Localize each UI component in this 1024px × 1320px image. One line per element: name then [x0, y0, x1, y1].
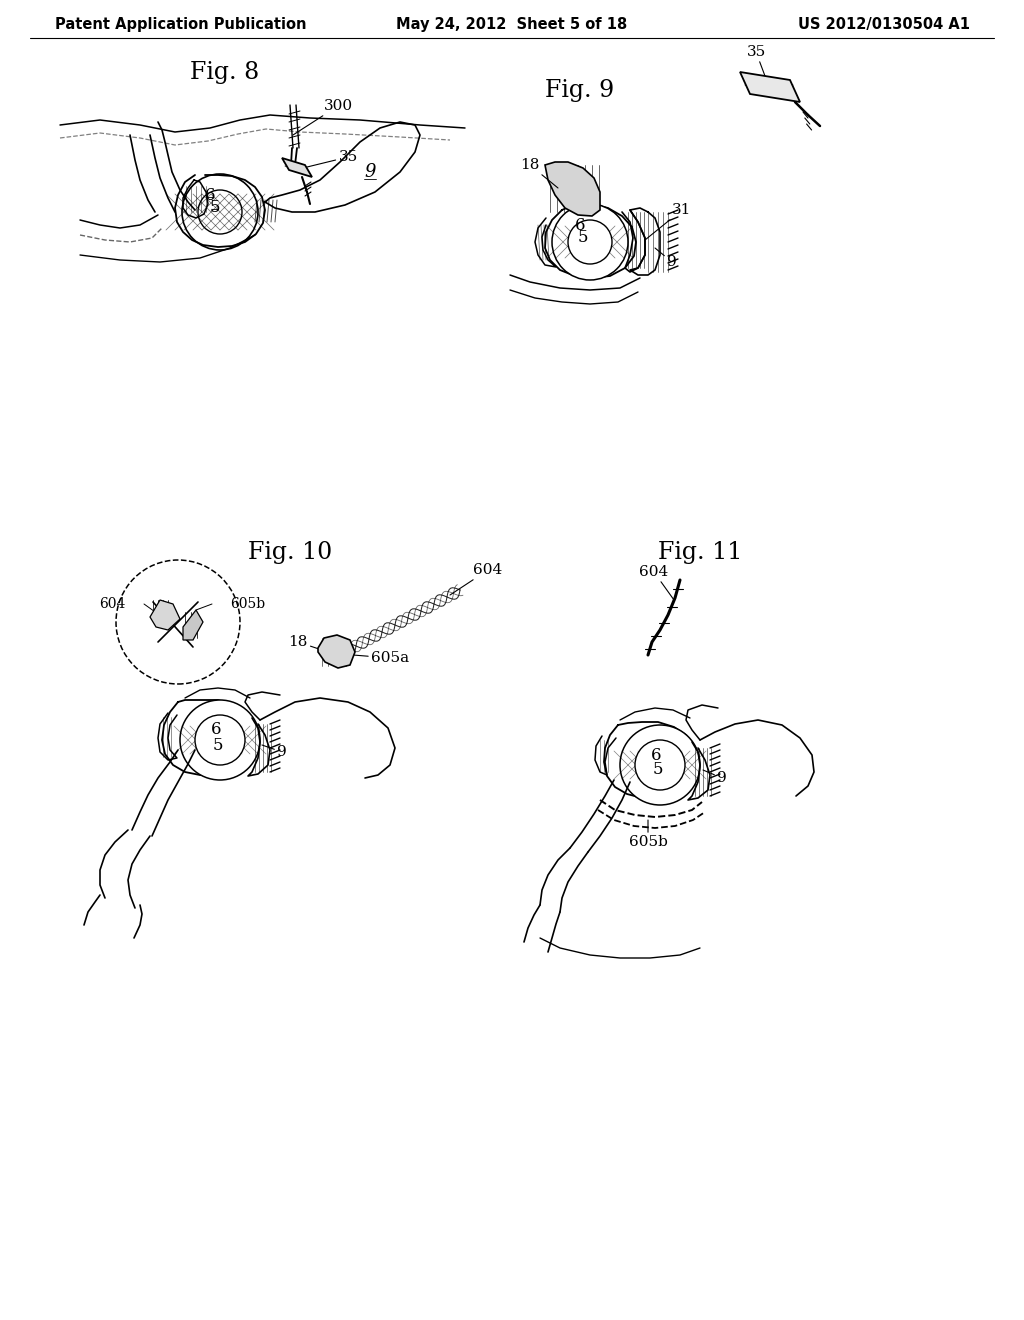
Text: 605a: 605a — [353, 651, 409, 665]
Polygon shape — [183, 610, 203, 640]
Polygon shape — [282, 158, 312, 177]
Text: Fig. 10: Fig. 10 — [248, 540, 332, 564]
Circle shape — [620, 725, 700, 805]
Polygon shape — [318, 635, 355, 668]
Text: 605b: 605b — [629, 820, 668, 849]
Text: 9: 9 — [655, 248, 677, 269]
Text: US 2012/0130504 A1: US 2012/0130504 A1 — [798, 16, 970, 32]
Text: 18: 18 — [520, 158, 558, 187]
Text: May 24, 2012  Sheet 5 of 18: May 24, 2012 Sheet 5 of 18 — [396, 16, 628, 32]
Polygon shape — [545, 162, 600, 216]
Text: 604: 604 — [99, 597, 126, 611]
Text: 6: 6 — [211, 722, 221, 738]
Text: 604: 604 — [639, 565, 674, 601]
Text: 9: 9 — [703, 770, 727, 785]
Text: 6: 6 — [650, 747, 662, 763]
Text: Fig. 9: Fig. 9 — [546, 78, 614, 102]
Text: 604: 604 — [450, 564, 503, 595]
Text: 31: 31 — [645, 203, 691, 240]
Text: 9: 9 — [365, 162, 376, 181]
Circle shape — [180, 700, 260, 780]
Circle shape — [198, 190, 242, 234]
Circle shape — [568, 220, 612, 264]
Text: 6: 6 — [574, 218, 586, 235]
Text: 35: 35 — [746, 45, 766, 77]
Circle shape — [635, 741, 685, 789]
Text: 5: 5 — [578, 230, 588, 247]
Text: 35: 35 — [303, 150, 357, 168]
Circle shape — [195, 715, 245, 766]
Text: 5: 5 — [213, 737, 223, 754]
Circle shape — [552, 205, 628, 280]
Text: Patent Application Publication: Patent Application Publication — [55, 16, 306, 32]
Text: 18: 18 — [289, 635, 328, 652]
Polygon shape — [740, 73, 800, 102]
Text: 6: 6 — [205, 187, 215, 205]
Text: 605b: 605b — [230, 597, 265, 611]
Text: Fig. 8: Fig. 8 — [190, 61, 260, 83]
Text: Fig. 11: Fig. 11 — [657, 540, 742, 564]
Text: 5: 5 — [210, 199, 220, 216]
Text: 300: 300 — [293, 99, 352, 135]
Text: 9: 9 — [262, 744, 287, 759]
Text: 5: 5 — [652, 762, 664, 779]
Polygon shape — [150, 601, 180, 630]
